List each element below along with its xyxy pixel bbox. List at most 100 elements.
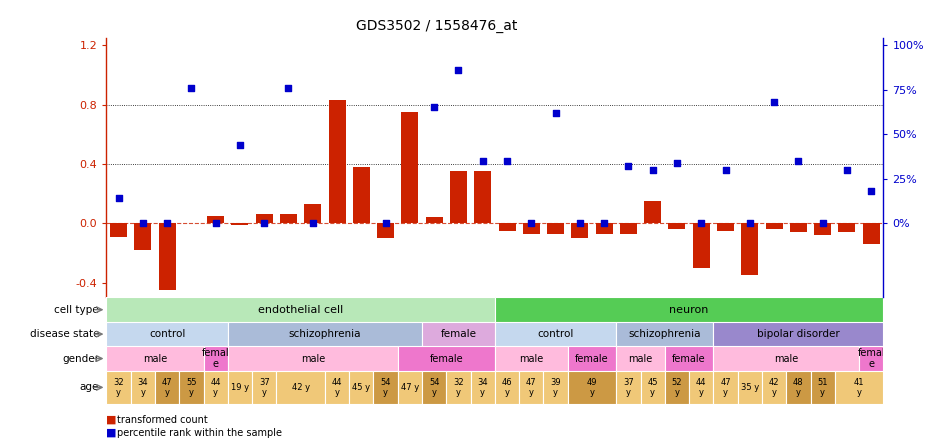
Text: 34
y: 34 y xyxy=(138,378,148,397)
Bar xyxy=(786,371,810,404)
Bar xyxy=(838,223,856,232)
Bar xyxy=(790,223,807,232)
Bar xyxy=(401,112,418,223)
Bar xyxy=(766,223,783,229)
Bar xyxy=(252,371,277,404)
Bar xyxy=(665,346,713,371)
Bar xyxy=(204,371,228,404)
Bar xyxy=(495,297,883,322)
Bar xyxy=(523,223,540,234)
Text: ■: ■ xyxy=(106,415,117,424)
Text: female: female xyxy=(575,353,609,364)
Bar xyxy=(717,223,734,231)
Point xyxy=(426,104,441,111)
Text: 54
y: 54 y xyxy=(429,378,439,397)
Bar xyxy=(495,371,519,404)
Text: 47
y: 47 y xyxy=(526,378,536,397)
Point xyxy=(475,157,490,164)
Text: male: male xyxy=(142,353,167,364)
Bar xyxy=(475,171,491,223)
Bar xyxy=(471,371,495,404)
Bar xyxy=(568,346,616,371)
Point xyxy=(232,141,247,148)
Text: schizophrenia: schizophrenia xyxy=(629,329,701,339)
Bar xyxy=(204,346,228,371)
Bar xyxy=(863,223,880,244)
Text: transformed count: transformed count xyxy=(117,415,208,424)
Text: 37
y: 37 y xyxy=(259,378,269,397)
Bar xyxy=(422,322,495,346)
Point xyxy=(402,10,417,17)
Bar xyxy=(255,214,273,223)
Text: male: male xyxy=(301,353,325,364)
Bar xyxy=(374,371,398,404)
Bar xyxy=(859,346,883,371)
Text: ■: ■ xyxy=(106,428,117,438)
Text: 42 y: 42 y xyxy=(291,383,310,392)
Text: control: control xyxy=(149,329,185,339)
Bar xyxy=(350,371,374,404)
Text: male: male xyxy=(774,353,798,364)
Text: 45
y: 45 y xyxy=(648,378,658,397)
Bar xyxy=(231,223,249,225)
Bar xyxy=(207,216,224,223)
Bar xyxy=(620,223,637,234)
Bar xyxy=(304,204,321,223)
Bar xyxy=(158,223,176,290)
Point xyxy=(718,166,733,174)
Text: 32
y: 32 y xyxy=(113,378,124,397)
Point xyxy=(743,220,758,227)
Bar xyxy=(693,223,709,268)
Point xyxy=(767,99,782,106)
Text: GDS3502 / 1558476_at: GDS3502 / 1558476_at xyxy=(356,19,517,33)
Text: 45 y: 45 y xyxy=(352,383,370,392)
Text: male: male xyxy=(519,353,543,364)
Bar xyxy=(228,371,252,404)
Bar xyxy=(640,371,665,404)
Text: 44
y: 44 y xyxy=(696,378,707,397)
Bar xyxy=(325,371,350,404)
Point xyxy=(840,166,855,174)
Text: 54
y: 54 y xyxy=(380,378,391,397)
Point xyxy=(791,157,806,164)
Text: female: female xyxy=(672,353,706,364)
Bar xyxy=(495,322,616,346)
Point xyxy=(864,188,879,195)
Text: male: male xyxy=(628,353,653,364)
Point xyxy=(524,220,538,227)
Text: 47
y: 47 y xyxy=(162,378,172,397)
Bar xyxy=(689,371,713,404)
Text: 49
y: 49 y xyxy=(586,378,598,397)
Text: 35 y: 35 y xyxy=(741,383,758,392)
Bar xyxy=(568,371,616,404)
Text: 32
y: 32 y xyxy=(453,378,463,397)
Bar xyxy=(644,201,661,223)
Bar xyxy=(106,322,228,346)
Point xyxy=(597,220,611,227)
Bar xyxy=(713,322,883,346)
Text: age: age xyxy=(80,382,99,392)
Text: 42
y: 42 y xyxy=(769,378,780,397)
Text: cell type: cell type xyxy=(55,305,99,315)
Point xyxy=(135,220,150,227)
Bar xyxy=(422,371,446,404)
Text: 39
y: 39 y xyxy=(550,378,561,397)
Point xyxy=(500,157,514,164)
Bar xyxy=(110,223,127,237)
Text: 41
y: 41 y xyxy=(854,378,864,397)
Text: 51
y: 51 y xyxy=(818,378,828,397)
Bar xyxy=(616,371,640,404)
Bar xyxy=(179,371,204,404)
Text: 37
y: 37 y xyxy=(623,378,634,397)
Text: 34
y: 34 y xyxy=(477,378,488,397)
Bar xyxy=(155,371,179,404)
Point xyxy=(815,220,830,227)
Text: percentile rank within the sample: percentile rank within the sample xyxy=(117,428,282,438)
Point xyxy=(646,166,660,174)
Point xyxy=(208,220,223,227)
Bar xyxy=(398,371,422,404)
Text: 19 y: 19 y xyxy=(231,383,249,392)
Text: neuron: neuron xyxy=(670,305,709,315)
Bar xyxy=(446,371,471,404)
Bar xyxy=(450,171,467,223)
